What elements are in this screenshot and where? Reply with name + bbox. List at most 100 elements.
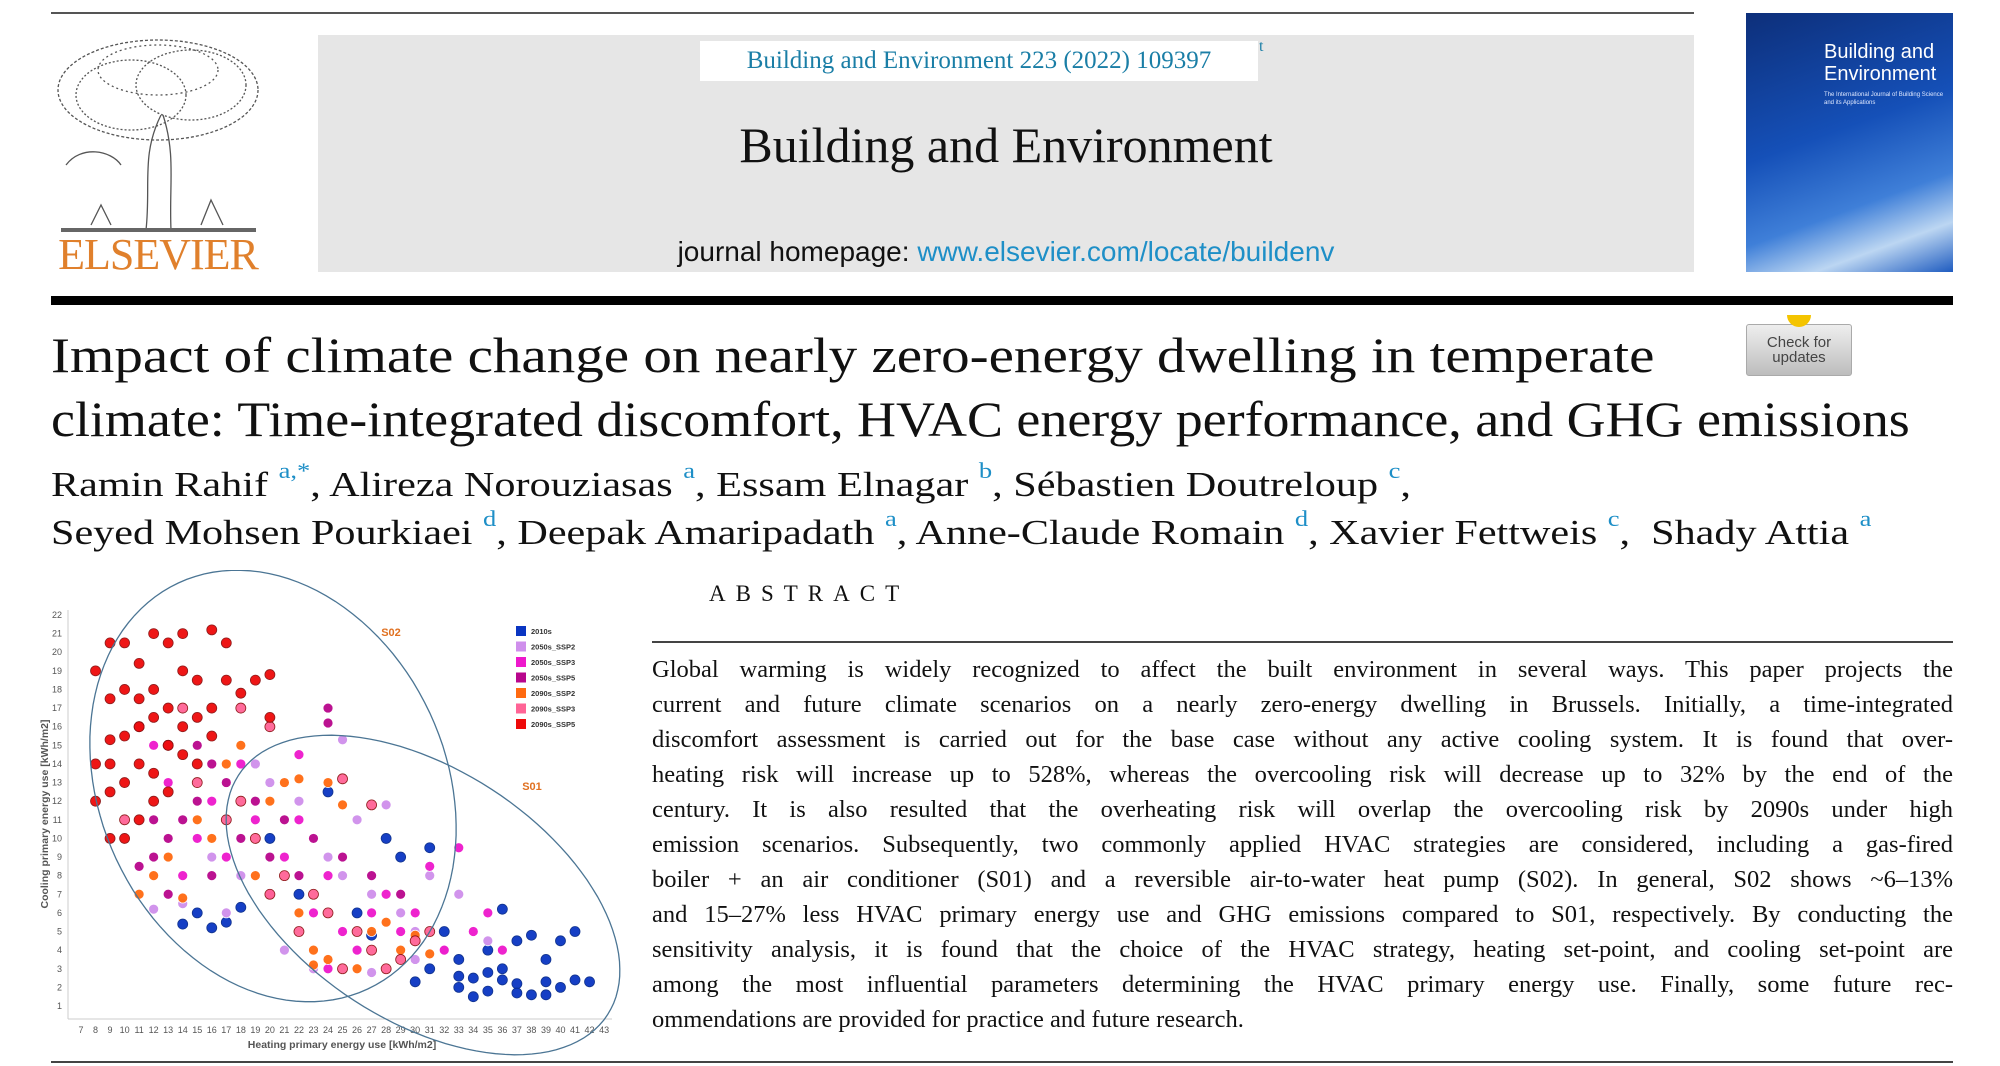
y-tick-label: 7 xyxy=(57,889,62,899)
legend-swatch xyxy=(516,641,526,652)
affiliation-marker[interactable]: d xyxy=(483,506,497,531)
homepage-label: journal homepage: xyxy=(677,236,918,267)
data-point xyxy=(177,702,189,714)
data-point xyxy=(220,758,232,770)
data-point xyxy=(249,758,261,770)
data-point xyxy=(104,758,116,770)
elsevier-logo[interactable]: ELSEVIER xyxy=(51,35,265,278)
data-point xyxy=(293,814,305,826)
data-point xyxy=(293,888,305,900)
data-point xyxy=(322,954,334,965)
data-point xyxy=(337,773,348,785)
data-point xyxy=(395,954,407,965)
data-point xyxy=(308,944,319,956)
data-point xyxy=(162,777,174,788)
affiliation-marker[interactable]: a xyxy=(1859,506,1872,531)
data-point xyxy=(366,944,378,956)
x-tick-label: 21 xyxy=(279,1025,289,1035)
data-point xyxy=(206,624,218,636)
data-point xyxy=(366,799,378,811)
author-name[interactable]: Ramin Rahif xyxy=(51,465,269,504)
citation-link[interactable]: Building and Environment 223 (2022) 1093… xyxy=(700,41,1258,81)
data-point xyxy=(177,892,189,904)
data-point xyxy=(148,795,160,807)
y-tick-label: 21 xyxy=(52,629,62,639)
data-point xyxy=(148,684,160,695)
affiliation-marker[interactable]: b xyxy=(978,458,993,483)
data-point xyxy=(177,665,189,677)
affiliation-marker[interactable]: c xyxy=(1607,506,1620,531)
data-point xyxy=(453,981,465,993)
author-separator: , xyxy=(310,465,330,504)
data-point xyxy=(366,926,378,937)
legend-swatch xyxy=(516,719,526,729)
abstract-line: and 15–27% less HVAC primary energy use … xyxy=(652,901,1953,928)
annotation-label-S02: S02 xyxy=(381,627,401,639)
check-for-updates-button[interactable]: Check for updates xyxy=(1746,315,1852,376)
data-point xyxy=(395,944,407,956)
author-name[interactable]: Shady Attia xyxy=(1651,513,1850,552)
data-point xyxy=(337,870,348,882)
bottom-rule xyxy=(51,1061,1953,1063)
legend-swatch xyxy=(516,626,526,636)
y-tick-label: 5 xyxy=(57,927,62,937)
abstract-line: heating risk will increase up to 528%, w… xyxy=(652,761,1953,788)
y-tick-label: 1 xyxy=(57,1001,62,1011)
data-point xyxy=(191,795,203,807)
data-point xyxy=(511,935,523,947)
data-point xyxy=(104,693,116,705)
author-name[interactable]: Deepak Amaripadath xyxy=(517,513,875,552)
data-point xyxy=(177,721,189,733)
x-tick-label: 41 xyxy=(570,1025,580,1035)
x-tick-label: 13 xyxy=(163,1025,173,1035)
header-bar xyxy=(51,296,1953,305)
data-point xyxy=(511,987,523,999)
affiliation-marker[interactable]: a xyxy=(884,506,897,531)
data-point xyxy=(206,758,218,770)
data-point xyxy=(220,907,232,919)
data-point xyxy=(148,628,160,639)
data-point xyxy=(540,976,552,988)
y-tick-label: 6 xyxy=(57,908,62,918)
author-separator: , xyxy=(1308,513,1330,552)
x-tick-label: 8 xyxy=(93,1025,98,1035)
author-name[interactable]: Essam Elnagar xyxy=(716,465,969,504)
y-tick-label: 20 xyxy=(52,647,62,657)
journal-cover[interactable]: Building and Environment The Internation… xyxy=(1746,13,1953,272)
abstract-heading: ABSTRACT xyxy=(709,581,910,606)
data-point xyxy=(467,926,479,937)
affiliation-marker[interactable]: c xyxy=(1388,458,1401,483)
data-point xyxy=(264,669,276,680)
data-point xyxy=(148,903,160,915)
x-tick-label: 29 xyxy=(396,1025,406,1035)
data-point xyxy=(409,935,421,947)
author-name[interactable]: Alireza Norouziasas xyxy=(329,465,673,504)
author-name[interactable]: Anne-Claude Romain xyxy=(915,513,1285,552)
author-name[interactable]: Sébastien Doutreloup xyxy=(1013,465,1379,504)
data-point xyxy=(104,637,116,649)
x-tick-label: 12 xyxy=(149,1025,159,1035)
x-tick-label: 18 xyxy=(236,1025,246,1035)
author-name[interactable]: Seyed Mohsen Pourkiaei xyxy=(51,513,473,552)
x-tick-label: 43 xyxy=(599,1025,609,1035)
affiliation-marker[interactable]: d xyxy=(1294,506,1309,531)
affiliation-marker[interactable]: a,* xyxy=(278,458,311,483)
affiliation-marker[interactable]: a xyxy=(683,458,696,483)
data-point xyxy=(293,795,305,807)
y-tick-label: 18 xyxy=(52,684,62,694)
x-tick-label: 19 xyxy=(250,1025,260,1035)
author-name[interactable]: Xavier Fettweis xyxy=(1329,513,1598,552)
data-point xyxy=(482,967,494,978)
data-point xyxy=(496,944,508,956)
y-tick-label: 4 xyxy=(57,945,62,955)
x-tick-label: 38 xyxy=(526,1025,536,1035)
y-tick-label: 14 xyxy=(52,759,62,769)
data-point xyxy=(308,888,319,900)
data-point xyxy=(380,833,392,844)
author-list-line: Seyed Mohsen Pourkiaei d, Deepak Amaripa… xyxy=(51,508,1871,554)
journal-homepage: journal homepage: www.elsevier.com/locat… xyxy=(318,236,1694,268)
legend-label: 2050s_SSP5 xyxy=(531,674,575,683)
legend-swatch xyxy=(516,672,526,683)
homepage-link[interactable]: www.elsevier.com/locate/buildenv xyxy=(917,236,1335,267)
data-point xyxy=(366,967,378,978)
